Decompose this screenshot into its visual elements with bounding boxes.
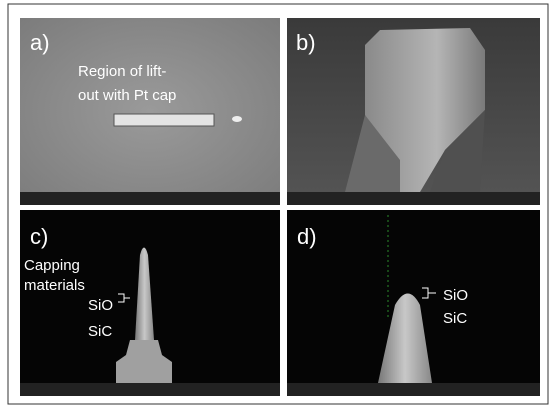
panel-label: b) [296,30,316,55]
panel-a: a) Region of lift- out with Pt cap [20,18,280,205]
annotation: materials [24,277,85,294]
info-bar [20,192,280,205]
info-bar [287,383,540,396]
panel-label: a) [30,30,50,55]
pt-cap [114,114,214,126]
panel-label: d) [297,224,317,249]
panel-b: b) [287,18,540,205]
panel-d: d) SiO SiC [287,210,540,396]
annotation: Capping [24,257,80,274]
particle [232,116,242,122]
annotation: SiO [88,297,113,314]
annotation: out with Pt cap [78,87,176,104]
annotation: SiC [443,310,467,327]
info-bar [287,192,540,205]
figure: a) Region of lift- out with Pt cap b) c)… [0,0,551,408]
annotation: SiC [88,323,112,340]
panel-label: c) [30,224,48,249]
sem-image [20,18,280,205]
panel-c: c) Capping materials SiO SiC [20,210,280,396]
annotation: SiO [443,287,468,304]
annotation: Region of lift- [78,63,166,80]
info-bar [20,383,280,396]
